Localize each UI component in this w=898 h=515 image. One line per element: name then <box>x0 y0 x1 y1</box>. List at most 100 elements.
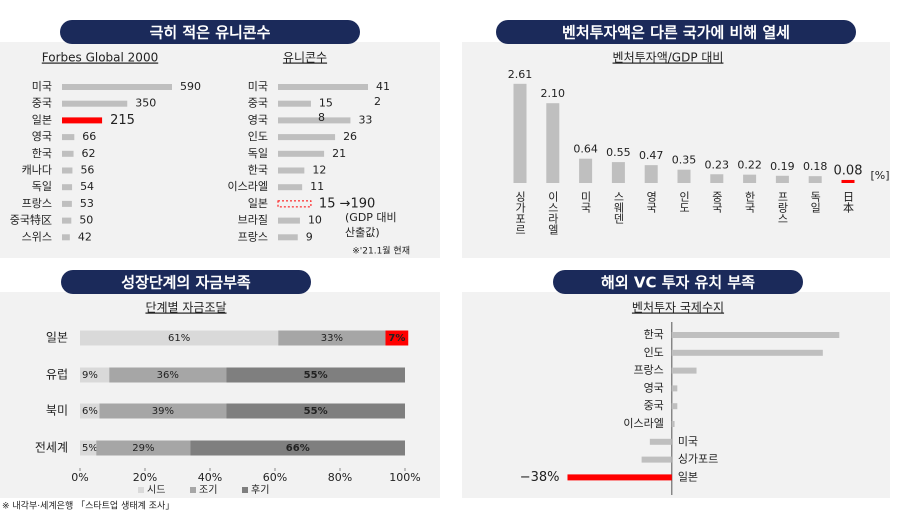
value-label: 9% <box>82 370 98 381</box>
bar <box>671 421 675 427</box>
category-label: 캐나다 <box>22 164 52 177</box>
category-label: 이스라엘 <box>228 180 268 193</box>
value-label: 0.19 <box>770 160 795 173</box>
category-label: 중국 <box>644 399 664 412</box>
value-label: 2.61 <box>508 68 533 81</box>
x-tick-label: 100% <box>389 471 420 484</box>
bar <box>641 456 672 463</box>
category-label: 이스라엘 <box>546 191 559 235</box>
category-label: 유럽 <box>46 368 68 382</box>
panel-title: 해외 VC 투자 유치 부족 <box>601 274 755 292</box>
bar <box>62 117 103 124</box>
panel-bg <box>462 292 890 498</box>
bar-segment <box>96 440 191 456</box>
bar <box>62 84 172 90</box>
category-label: 한국 <box>32 147 52 160</box>
category-label: 영국 <box>248 113 268 126</box>
category-label: 독일 <box>248 146 268 160</box>
category-label: 싱가포르 <box>678 453 718 466</box>
panel-title: 극히 적은 유니콘수 <box>150 24 271 42</box>
value-label: 66 <box>82 130 96 143</box>
x-tick-label: 20% <box>133 471 157 484</box>
value-label: 590 <box>180 80 201 93</box>
value-label: 50 <box>79 214 93 227</box>
chart-subtitle: Forbes Global 2000 <box>42 51 158 65</box>
chart-subtitle: 단계별 자금조달 <box>145 301 226 315</box>
bar <box>278 150 325 157</box>
value-label: 0.55 <box>606 146 631 159</box>
value-label: 10 <box>308 214 322 227</box>
category-label: 브라질 <box>238 214 268 227</box>
panel-header <box>553 270 803 294</box>
legend-swatch <box>242 487 248 493</box>
value-label: 15 →190 <box>319 196 375 211</box>
panel-header <box>61 270 311 294</box>
legend-swatch <box>190 487 196 493</box>
value-label: 215 <box>110 113 135 128</box>
value-label: 33 <box>358 113 372 126</box>
bar <box>841 179 855 183</box>
value-label: 66% <box>286 443 310 454</box>
bar <box>671 385 678 392</box>
value-label: 41 <box>376 80 390 93</box>
value-label: 54 <box>80 180 94 193</box>
annotation: 2 <box>374 95 381 108</box>
panel-header <box>60 20 360 44</box>
value-label: −38% <box>520 470 560 485</box>
bar-segment <box>109 367 227 383</box>
panel-bg <box>0 42 440 258</box>
value-label: 61% <box>168 333 190 344</box>
unit-label: [%] <box>870 169 889 182</box>
category-label: 영국 <box>645 191 658 213</box>
annotation: (GDP 대비 <box>345 211 397 224</box>
bar-segment <box>80 440 97 456</box>
bar <box>278 84 368 90</box>
category-label: 중국特区 <box>10 213 52 227</box>
value-label: 26 <box>343 130 357 143</box>
bar <box>62 134 75 141</box>
bar <box>567 474 672 481</box>
bar <box>579 158 593 183</box>
bar <box>62 184 73 191</box>
value-label: 0.08 <box>834 163 863 178</box>
value-label: 12 <box>312 164 326 177</box>
category-label: 싱가포르 <box>514 191 527 235</box>
panel-title: 벤처투자액은 다른 국가에 비해 열세 <box>562 24 790 42</box>
x-tick-label: 40% <box>198 471 222 484</box>
value-label: 15 <box>319 97 333 110</box>
value-label: 350 <box>135 97 156 110</box>
panel-bg <box>462 42 890 258</box>
bar <box>743 174 757 183</box>
bar <box>62 167 73 174</box>
value-label: 21 <box>332 147 346 160</box>
value-label: 9 <box>306 230 313 243</box>
bar <box>62 150 74 157</box>
legend-label: 조기 <box>199 484 217 496</box>
value-label: 11 <box>310 180 324 193</box>
category-label: 독일 <box>809 191 822 213</box>
category-label: 한국 <box>644 328 664 341</box>
bar <box>611 162 625 183</box>
legend-label: 시드 <box>147 484 165 496</box>
category-label: 미국 <box>579 191 592 213</box>
category-label: 미국 <box>678 435 698 448</box>
bar <box>278 184 303 191</box>
bar <box>775 175 789 183</box>
bar <box>278 234 298 241</box>
x-tick-label: 80% <box>328 471 352 484</box>
bar <box>278 117 351 124</box>
bar-segment <box>80 330 279 346</box>
category-label: 日本 <box>842 191 855 214</box>
category-label: 일본 <box>46 331 68 345</box>
bar <box>513 83 527 183</box>
bar <box>62 234 70 241</box>
chart-subtitle: 유니콘수 <box>283 51 327 65</box>
category-label: 중국 <box>710 191 723 213</box>
category-label: 중국 <box>32 97 52 110</box>
bar <box>278 217 300 224</box>
value-label: 0.64 <box>573 143 598 156</box>
category-label: 전세계 <box>35 441 68 455</box>
value-label: 62 <box>82 147 96 160</box>
bar-segment <box>226 403 405 419</box>
bar <box>62 217 72 224</box>
